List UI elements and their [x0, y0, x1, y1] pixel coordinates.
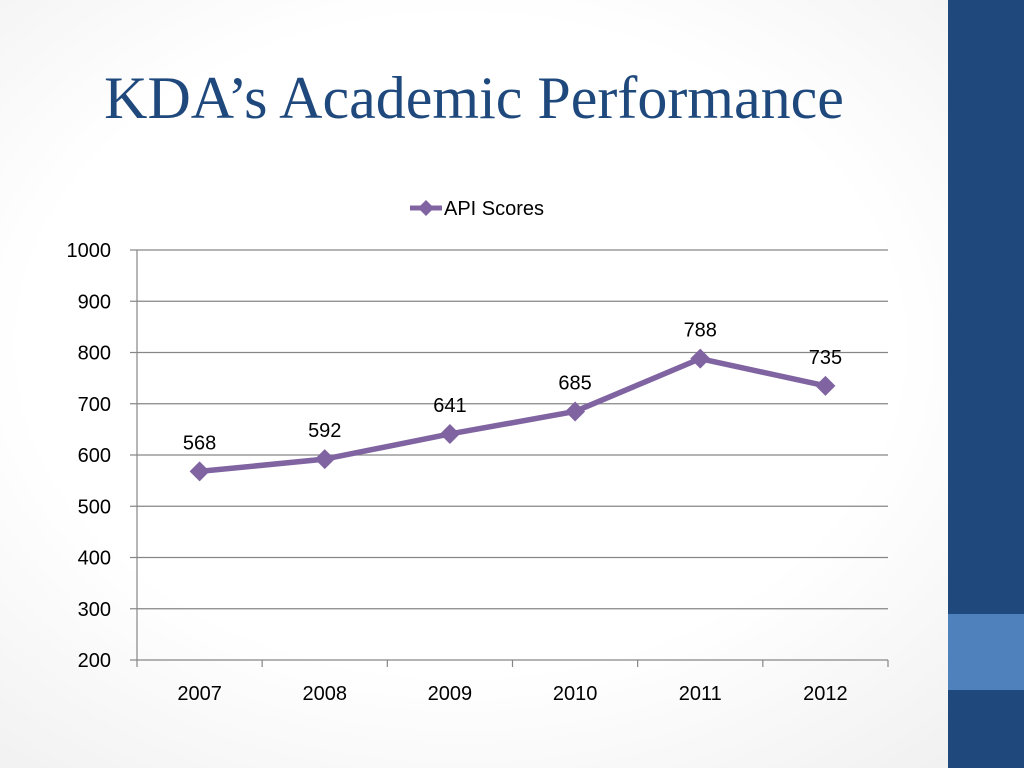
data-point-marker-2007: [189, 461, 210, 482]
series-api-scores: [189, 348, 836, 482]
data-label-2009: 641: [433, 395, 466, 417]
data-point-marker-2010: [565, 401, 586, 422]
series-line: [199, 355, 826, 475]
data-point-marker-2009: [439, 423, 460, 444]
y-tick-label: 600: [78, 445, 111, 467]
gridlines: [137, 249, 888, 610]
y-tick-label: 800: [78, 343, 111, 365]
x-tick-label-2007: 2007: [177, 683, 222, 705]
axes: 200 300 400 500 600 700 800 900 1000 2007 2008 2009…: [67, 240, 889, 705]
line-chart: 200 300 400 500 600 700 800 900 1000 2007 2008 2009…: [67, 198, 889, 705]
data-label-2008: 592: [308, 420, 341, 442]
y-tick-label: 200: [78, 650, 111, 672]
y-tick-label: 900: [78, 291, 111, 313]
data-point-marker-2008: [314, 449, 335, 470]
sidebar-accent-block: [948, 614, 1024, 690]
data-point-marker-2012: [815, 375, 836, 396]
y-tick-label: 1000: [67, 240, 112, 262]
data-label-2010: 685: [558, 372, 591, 394]
y-tick-label: 300: [78, 599, 111, 621]
data-label-2012: 735: [809, 347, 842, 369]
data-label-2011: 788: [684, 320, 717, 342]
x-tick-label-2010: 2010: [553, 683, 598, 705]
data-point-marker-2011: [690, 348, 711, 369]
x-tick-label-2011: 2011: [679, 683, 722, 705]
slide-title: KDA’s Academic Performance: [104, 65, 844, 131]
data-label-2007: 568: [183, 432, 216, 454]
x-tick-label-2012: 2012: [803, 683, 848, 705]
data-labels: 568 592 641 685 788 735: [183, 320, 842, 455]
legend-label-api-scores: API Scores: [444, 198, 544, 220]
y-tick-label: 400: [78, 548, 111, 570]
x-tick-label-2009: 2009: [428, 683, 473, 705]
y-tick-label: 700: [78, 394, 111, 416]
legend: API Scores: [410, 198, 544, 220]
x-tick-label-2008: 2008: [303, 683, 348, 705]
legend-marker-diamond: [418, 200, 434, 216]
y-tick-label: 500: [78, 496, 111, 518]
